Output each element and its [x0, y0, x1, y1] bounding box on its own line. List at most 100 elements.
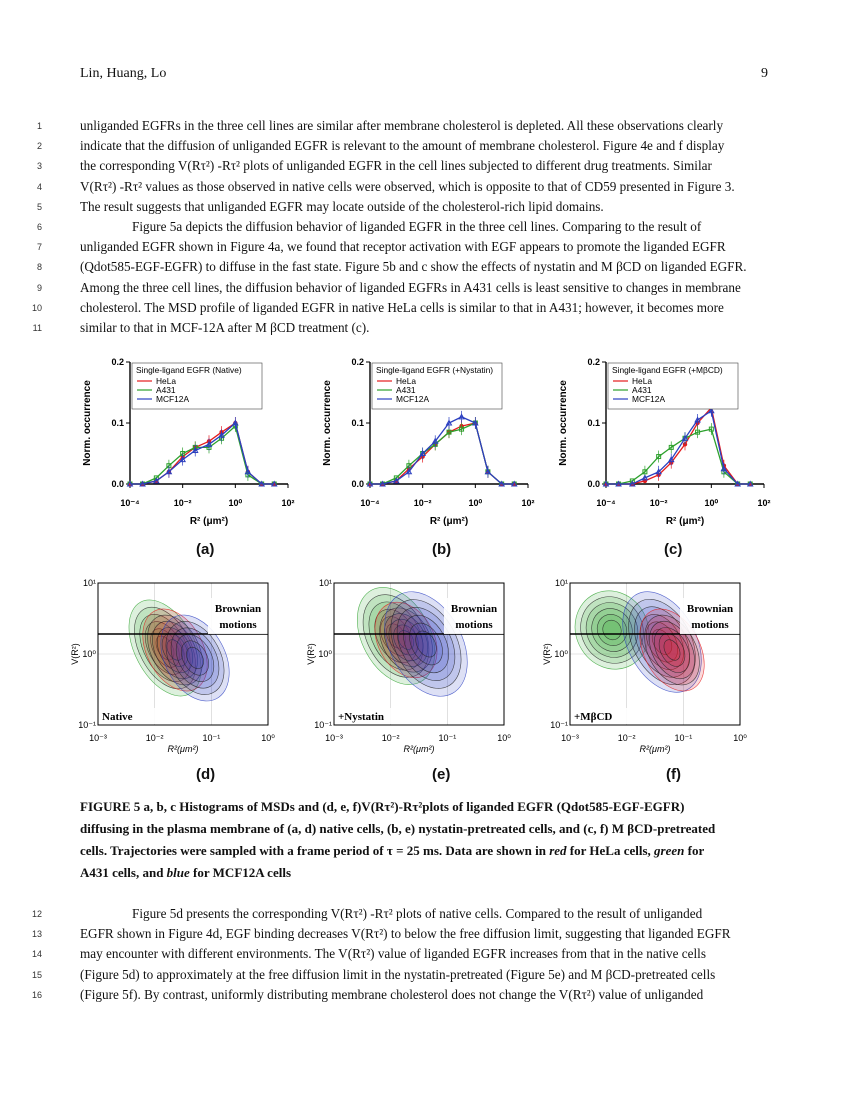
panel-label-d: (d) [196, 766, 216, 783]
y-tick-label: 10¹ [319, 578, 332, 588]
data-point [641, 474, 649, 481]
data-point [270, 480, 278, 487]
y-tick-label: 0.2 [111, 357, 124, 367]
chart-title: Single-ligand EGFR (+MβCD) [612, 365, 723, 375]
caption-text: for MCF12A cells [189, 865, 292, 880]
x-axis-label: R² (μm²) [190, 516, 228, 527]
histogram-chart-a: 0.0 0.1 0.2 10⁻⁴ 10⁻² 10⁰ 10² Norm. occurrence R… [82, 357, 295, 527]
data-point [165, 468, 173, 475]
histogram-chart-c: 0.0 0.1 0.2 10⁻⁴ 10⁻² 10⁰ 10² Norm. occurrence R… [558, 357, 771, 527]
x-tick-label: 10⁻³ [325, 733, 343, 743]
data-point [191, 446, 199, 453]
text-line: Figure 5a depicts the diffusion behavior… [132, 219, 702, 234]
histogram-panel-b: 0.0 0.1 0.2 10⁻⁴ 10⁻² 10⁰ 10² Norm. occurrence R… [318, 352, 535, 542]
brownian-label: motions [455, 619, 493, 631]
caption-line-2: diffusing in the plasma membrane of (a, … [80, 821, 716, 836]
y-tick-label: 0.0 [111, 479, 124, 489]
legend-box [131, 362, 263, 410]
contour-cluster [357, 587, 435, 685]
data-point [656, 454, 662, 460]
data-point [445, 419, 453, 426]
caption-line-4: A431 cells, and blue for MCF12A cells [80, 862, 770, 884]
brownian-label-box [444, 598, 504, 634]
y-tick-label: 10¹ [83, 578, 96, 588]
text-line: cholesterol. The MSD profile of liganded… [80, 299, 724, 315]
data-point [405, 468, 413, 475]
data-point [602, 480, 610, 487]
x-tick-label: 10⁻¹ [438, 733, 456, 743]
y-axis-label: V(R²) [306, 643, 316, 665]
data-point [179, 456, 187, 463]
treatment-label-box [571, 708, 629, 724]
contour-chart-f: Brownian motions 10¹ 10⁰ 10⁻¹ 10⁻³ 10⁻² 10⁻¹ 10⁰… [542, 578, 747, 754]
contour-panel-e: Brownian motions 10¹ 10⁰ 10⁻¹ 10⁻³ 10⁻² 10⁻¹ 10⁰… [306, 578, 531, 768]
y-tick-label: 10⁻¹ [314, 720, 332, 730]
x-tick-label: 10⁰ [705, 498, 719, 508]
treatment-label-box [335, 708, 393, 724]
contour-cluster [574, 590, 650, 670]
x-tick-label: 10⁰ [229, 498, 243, 508]
line-number: 2 [36, 141, 42, 152]
contour-cluster [128, 599, 202, 697]
text-line: the corresponding V(Rτ²) -Rτ² plots of u… [80, 158, 712, 174]
y-tick-label: 0.1 [587, 418, 600, 428]
text-line: unliganded EGFRs in the three cell lines… [80, 118, 724, 133]
text-line: similar to that in MCF-12A after M βCD t… [80, 320, 370, 335]
data-point [655, 468, 663, 475]
data-point [139, 480, 146, 487]
series-line-hela [130, 421, 275, 485]
line-number: 6 [36, 222, 42, 232]
line-number: 15 [31, 969, 42, 980]
data-point [694, 416, 701, 423]
legend-box [607, 362, 739, 410]
x-tick-label: 10⁰ [469, 498, 483, 508]
text-line: Among the three cell lines, the diffusio… [80, 279, 741, 295]
panel-label-a: (a) [196, 541, 215, 558]
treatment-label: Native [102, 711, 133, 723]
data-point [231, 419, 239, 426]
data-point [720, 465, 728, 472]
text-line: unliganded EGFR shown in Figure 4a, we f… [80, 239, 726, 255]
contour-level [142, 608, 208, 692]
data-point [615, 480, 622, 487]
chart-title: Single-ligand EGFR (Native) [136, 365, 242, 375]
brownian-label: Brownian [451, 603, 497, 615]
x-axis-label: R²(μm²) [168, 744, 199, 754]
x-tick-label: 10² [521, 498, 534, 508]
caption-green-word: green [654, 843, 685, 858]
x-tick-label: 10⁻¹ [202, 733, 220, 743]
x-tick-label: 10⁻³ [561, 733, 579, 743]
y-tick-label: 0.1 [111, 418, 124, 428]
line-number: 9 [36, 282, 42, 293]
contour-level [175, 634, 215, 682]
caption-line-1: FIGURE 5 a, b, c Histograms of MSDs and … [80, 799, 685, 814]
text-line: (Figure 5f). By contrast, uniformly dist… [80, 986, 704, 1002]
data-point [707, 407, 715, 414]
y-tick-label: 0.2 [587, 357, 600, 367]
data-point [746, 480, 754, 487]
series-line-mcf12a [370, 416, 515, 485]
contour-level [147, 614, 203, 686]
contour-level [368, 601, 424, 671]
contour-level [379, 607, 433, 673]
x-tick-label: 10⁻⁴ [120, 498, 139, 508]
contour-panel-d: Brownian motions 10¹ 10⁰ 10⁻¹ 10⁻³ 10⁻² 10⁻¹ 10⁰… [70, 578, 295, 768]
line-number: 10 [31, 302, 42, 313]
contour-cluster [160, 614, 230, 702]
legend-box [371, 362, 503, 410]
data-point [366, 480, 374, 487]
x-tick-label: 10⁻² [618, 733, 636, 743]
data-point [642, 469, 648, 475]
panel-label-e: (e) [432, 766, 451, 783]
data-point [628, 480, 636, 487]
line-number: 4 [36, 181, 42, 192]
x-axis-label: R² (μm²) [430, 516, 468, 527]
x-tick-label: 10⁻² [414, 498, 432, 508]
caption-text: cells. Trajectories were sampled with a … [80, 843, 550, 858]
data-point [484, 468, 492, 475]
line-number: 8 [36, 262, 42, 273]
data-point [258, 480, 266, 487]
y-tick-label: 10⁻¹ [550, 720, 568, 730]
text-line: (Qdot585-EGF-EGFR) to diffuse in the fas… [80, 259, 747, 275]
